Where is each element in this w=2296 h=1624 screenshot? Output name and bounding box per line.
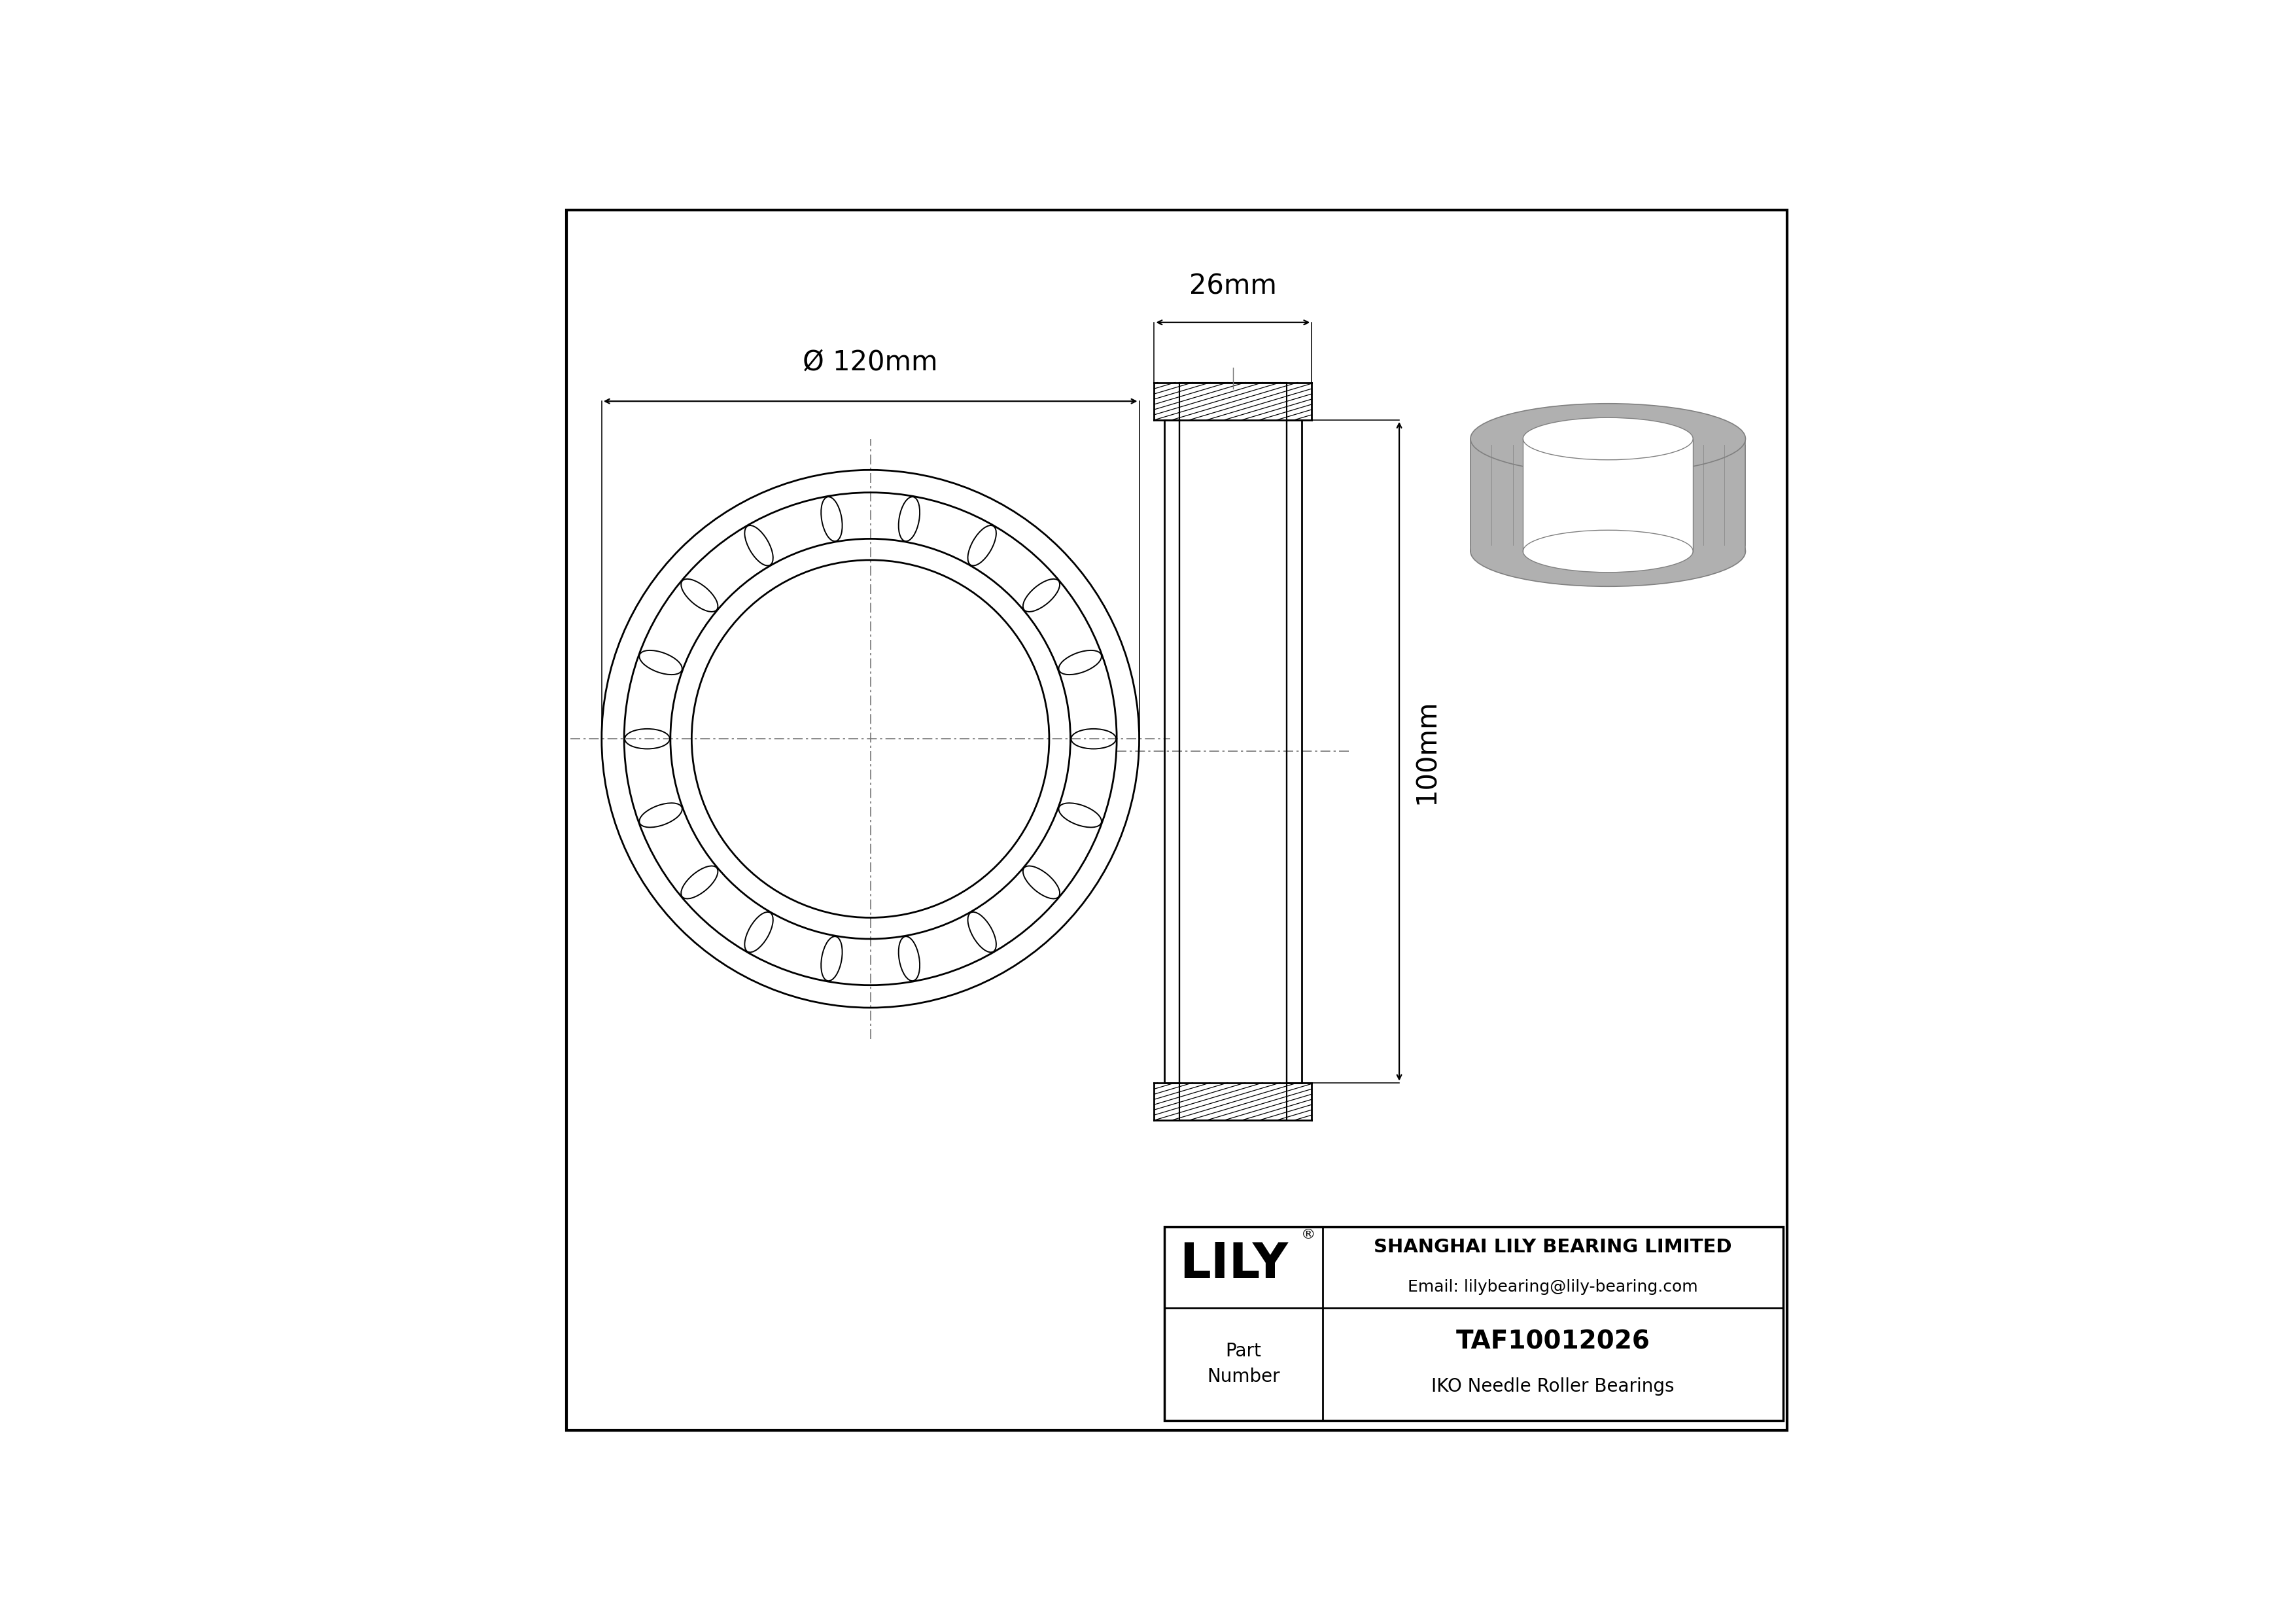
Ellipse shape — [1469, 403, 1745, 474]
Text: ®: ® — [1302, 1228, 1316, 1241]
Text: Ø 120mm: Ø 120mm — [804, 349, 939, 377]
Text: Part
Number: Part Number — [1208, 1341, 1281, 1385]
Text: 26mm: 26mm — [1189, 273, 1277, 300]
Text: 100mm: 100mm — [1412, 698, 1440, 804]
Ellipse shape — [1522, 529, 1692, 572]
Ellipse shape — [1469, 516, 1745, 586]
Bar — [1522, 438, 1692, 551]
Text: IKO Needle Roller Bearings: IKO Needle Roller Bearings — [1430, 1377, 1674, 1395]
Text: TAF10012026: TAF10012026 — [1456, 1328, 1651, 1354]
Bar — [1164, 1226, 1784, 1421]
Text: SHANGHAI LILY BEARING LIMITED: SHANGHAI LILY BEARING LIMITED — [1373, 1237, 1731, 1257]
Text: Email: lilybearing@lily-bearing.com: Email: lilybearing@lily-bearing.com — [1407, 1280, 1699, 1294]
Ellipse shape — [1522, 417, 1692, 460]
Bar — [1469, 438, 1745, 551]
Text: LILY: LILY — [1180, 1241, 1288, 1288]
